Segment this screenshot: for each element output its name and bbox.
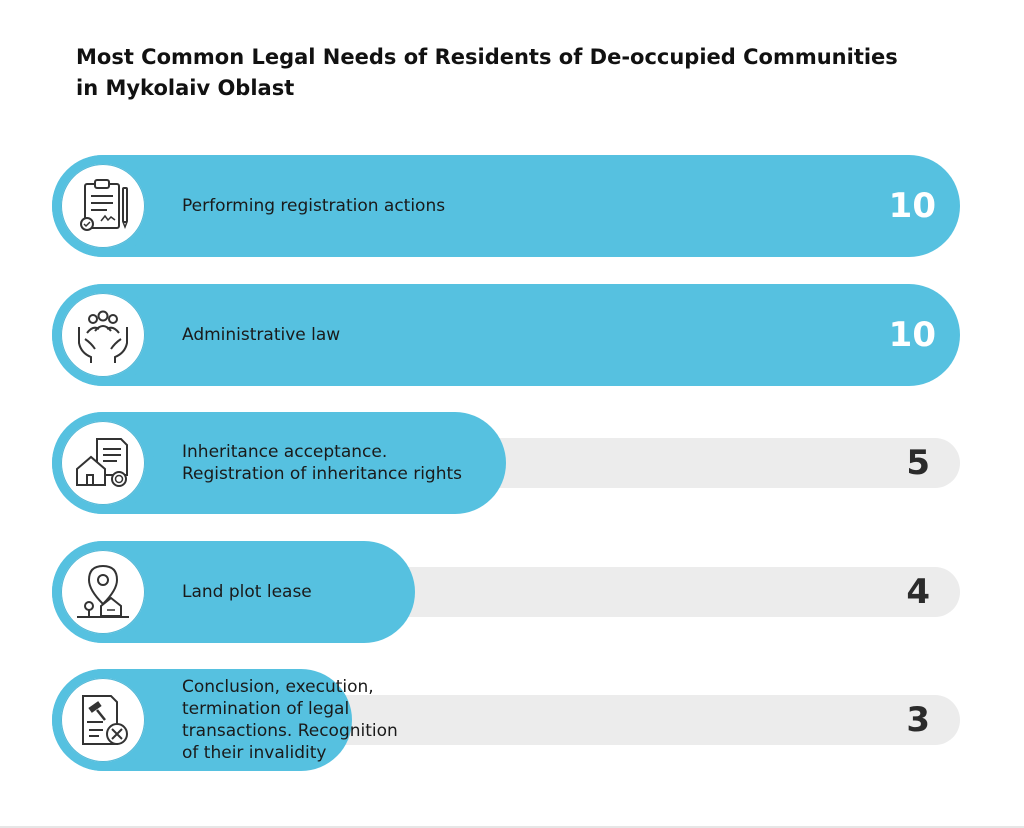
bar-label: Land plot lease (182, 581, 312, 603)
bar-label: Performing registration actions (182, 195, 445, 217)
bar-value-label: 4 (906, 571, 930, 612)
bar-label-line: of their invalidity (182, 743, 327, 763)
gavel-document-cancel-icon (82, 695, 128, 745)
bar-label-line: Inheritance acceptance. (182, 442, 388, 462)
bar-value-label: 10 (888, 186, 936, 226)
bar-label: Inheritance acceptance. Registration of i… (182, 441, 462, 485)
chart-title: Most Common Legal Needs of Residents of … (76, 42, 976, 104)
bottom-divider (0, 826, 1024, 828)
icon-badge (52, 669, 154, 771)
bar-label: Conclusion, execution, termination of leg… (182, 676, 398, 764)
icon-badge (52, 412, 154, 514)
icon-badge (52, 155, 154, 257)
icon-badge (52, 540, 154, 643)
bar-label-line: transactions. Recognition (182, 721, 398, 741)
bar-label-line: Performing registration actions (182, 196, 446, 216)
bar (52, 155, 960, 257)
clipboard-document-icon (80, 179, 128, 231)
location-pin-house-icon (77, 564, 129, 618)
bar-label-line: termination of legal (182, 699, 350, 719)
title-line-2: in Mykolaiv Oblast (76, 76, 295, 100)
bar-value-label: 3 (906, 700, 930, 740)
bar-value-label: 10 (888, 314, 936, 355)
house-document-seal-icon (76, 438, 128, 487)
icon-badge (52, 283, 154, 386)
bar-label-line: Land plot lease (182, 581, 312, 602)
bar (52, 283, 960, 386)
title-line-1: Most Common Legal Needs of Residents of … (76, 45, 898, 69)
bar-label-line: Administrative law (182, 324, 341, 345)
bar-label-line: Conclusion, execution, (182, 677, 374, 697)
bar-label: Administrative law (182, 324, 340, 346)
bar-label-line: Registration of inheritance rights (182, 464, 463, 484)
bar-value-label: 5 (906, 443, 930, 483)
people-in-hands-icon (78, 310, 128, 363)
